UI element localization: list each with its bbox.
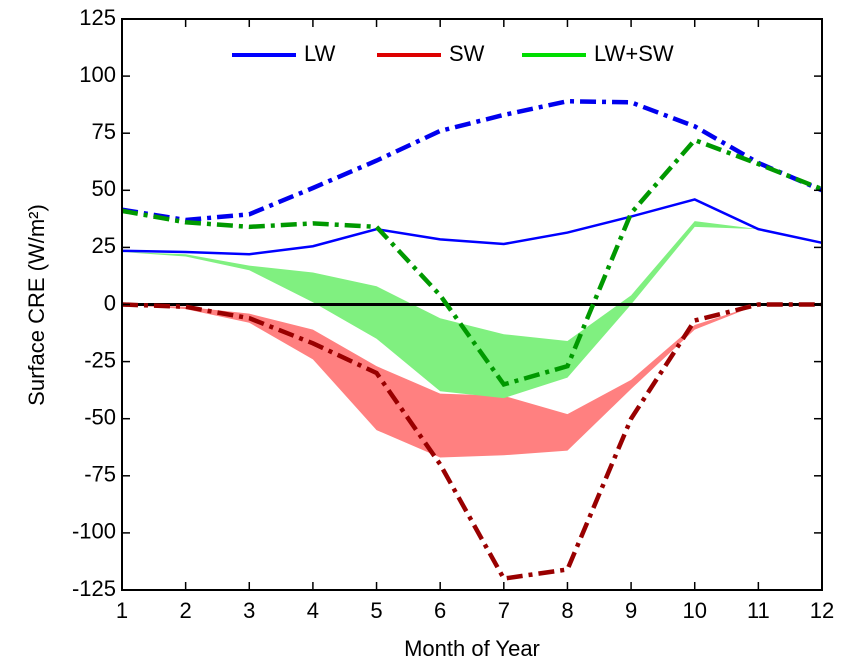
x-tick-label: 1 <box>116 598 128 623</box>
dashdot-line <box>121 98 823 223</box>
x-tick-label: 11 <box>747 598 770 623</box>
y-tick-label: 125 <box>79 5 116 30</box>
solid-line <box>121 198 823 256</box>
x-tick-label: 9 <box>625 598 637 623</box>
dashdot-line <box>121 302 822 582</box>
y-tick-label: -100 <box>72 519 116 544</box>
x-tick-label: 2 <box>180 598 192 623</box>
x-tick-label: 3 <box>243 598 255 623</box>
legend-label: LW <box>304 41 336 66</box>
y-tick-label: -125 <box>72 576 116 601</box>
range-band <box>122 304 822 458</box>
x-tick-label: 8 <box>561 598 573 623</box>
x-tick-label: 6 <box>434 598 446 623</box>
y-tick-label: 100 <box>79 62 116 87</box>
legend-label: LW+SW <box>594 41 674 66</box>
y-axis-label: Surface CRE (W/m²) <box>24 204 49 406</box>
y-tick-label: -25 <box>84 347 116 372</box>
y-tick-label: -50 <box>84 405 116 430</box>
x-tick-label: 12 <box>810 598 834 623</box>
y-tick-label: -75 <box>84 462 116 487</box>
x-axis-label: Month of Year <box>404 636 540 661</box>
y-tick-label: 50 <box>92 176 116 201</box>
legend-label: SW <box>449 41 485 66</box>
x-tick-label: 4 <box>307 598 319 623</box>
x-tick-label: 10 <box>682 598 706 623</box>
x-tick-label: 7 <box>498 598 510 623</box>
range-band <box>122 221 822 399</box>
x-tick-label: 5 <box>370 598 382 623</box>
y-tick-label: 25 <box>92 233 116 258</box>
y-tick-label: 0 <box>104 290 116 315</box>
y-tick-label: 75 <box>92 119 116 144</box>
